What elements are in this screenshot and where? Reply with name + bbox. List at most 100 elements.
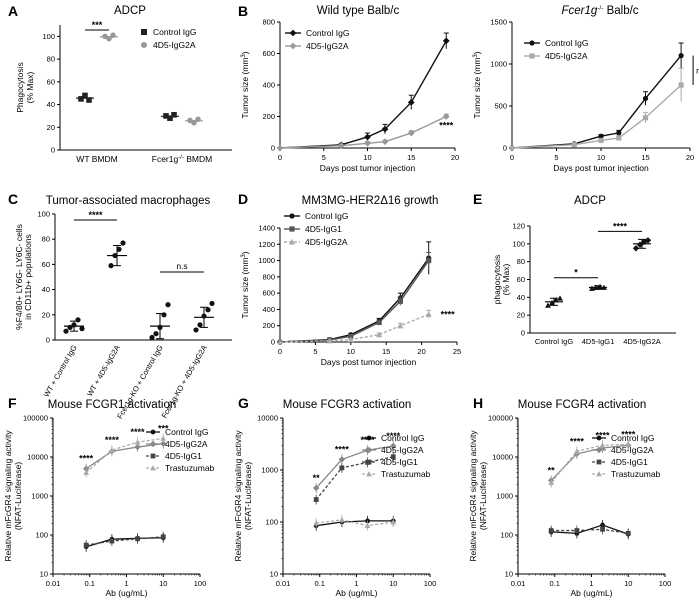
- panel-label-e: E: [473, 191, 482, 207]
- data-point: [63, 328, 69, 334]
- legend-marker: [366, 435, 372, 441]
- y-tick-label: 0: [503, 144, 507, 153]
- data-point: [549, 299, 555, 306]
- legend-marker: [366, 459, 372, 465]
- chart-B1: 0 200 400 600 800 0 5 10 15 20 Days post tumor inj…: [240, 18, 459, 174]
- y-tick-label: 40: [47, 100, 55, 109]
- data-point: [364, 522, 371, 529]
- data-point: [553, 297, 559, 303]
- data-point: [574, 528, 580, 533]
- data-point: [407, 129, 415, 137]
- data-point-origin: [277, 145, 283, 151]
- paren: ): [240, 51, 250, 54]
- panel-label-f: F: [8, 395, 17, 411]
- data-point: [201, 313, 207, 319]
- y-tick-label: 800: [262, 18, 275, 27]
- x-tick-label: 25: [453, 347, 461, 356]
- series-line-4D5-IgG1: [86, 536, 164, 546]
- significance-label: n.s: [696, 65, 699, 75]
- x-category-label: Control IgG: [535, 337, 574, 346]
- y-tick-label: 800: [262, 272, 275, 281]
- series-line-4D5-IgG2A: [511, 84, 682, 149]
- x-tick-label: 5: [322, 153, 326, 162]
- significance-label: ****: [335, 444, 350, 454]
- panel-label-d: D: [238, 191, 248, 207]
- data-point: [71, 322, 77, 328]
- data-point: [642, 95, 649, 102]
- y-tick-label: 10: [270, 570, 278, 579]
- significance-label: n.s: [176, 261, 187, 271]
- x-tick-label: 0.1: [85, 579, 95, 588]
- y-tick-label: 0: [51, 146, 55, 155]
- panel-b2-title: Fcer1g-/- Balb/c: [561, 5, 638, 17]
- y-tick-label: 600: [262, 49, 275, 58]
- x-tick-label: 0.1: [550, 579, 560, 588]
- x-tick-label: 10: [389, 579, 397, 588]
- data-point: [597, 283, 603, 290]
- y-tick-label: 600: [262, 289, 275, 298]
- chart-G: 10 100 1000 10000 0.01 0.1 1 10 100 Ab (ug/mL) Rel…: [233, 414, 436, 599]
- x-category-label: 4D5-IgG2A: [623, 337, 661, 346]
- data-point: [116, 246, 122, 252]
- legend-entry: Control IgG: [165, 427, 208, 437]
- data-point: [79, 326, 85, 332]
- series-line-Control IgG: [551, 524, 629, 535]
- y-tick-label: 0: [46, 336, 50, 345]
- panel-c-title: Tumor-associated macrophages: [46, 195, 211, 207]
- y-tick-label: 40: [517, 293, 525, 302]
- data-point: [160, 435, 167, 441]
- y-tick-label: 0: [271, 338, 275, 347]
- y-tick-label: 1000: [31, 492, 48, 501]
- y-axis-label: Relative mFcGR4 signaling activity: [3, 430, 13, 562]
- data-point: [134, 439, 141, 445]
- chart-B2: 0 500 1000 1500 0 5 10 15 20 Days post tumor inje…: [472, 18, 699, 174]
- legend-marker: [288, 238, 296, 245]
- y-tick-label: 100: [500, 531, 513, 540]
- data-point: [313, 497, 319, 502]
- data-point: [149, 334, 155, 341]
- series-line-4D5-IgG1: [315, 456, 394, 500]
- legend-entry: 4D5-IgG2A: [305, 237, 348, 247]
- legend-entry: Control IgG: [153, 27, 196, 37]
- significance-label: ****: [441, 309, 456, 319]
- legend-marker: [289, 213, 295, 219]
- data-point: [601, 284, 607, 290]
- legend-marker: [289, 42, 297, 50]
- data-point: [112, 252, 118, 259]
- chart-D: 0 200 400 600 800 1000 1200 1400 0 5 10 15 20 25 Days …: [240, 211, 461, 367]
- data-point: [135, 536, 140, 542]
- x-tick-label: 100: [194, 579, 207, 588]
- significance-label: ****: [439, 121, 454, 131]
- data-point: [110, 32, 116, 39]
- chart-E: 0 20 40 60 80 100 120 phagocytosis (% Max) Contro…: [492, 221, 676, 346]
- x-axis-label: Ab (ug/mL): [335, 588, 377, 598]
- data-point: [548, 479, 555, 486]
- data-point: [381, 125, 389, 133]
- legend-marker: [141, 42, 147, 48]
- superscript: 3: [473, 54, 479, 58]
- data-point: [120, 240, 126, 246]
- data-point: [600, 526, 605, 532]
- series-line-4D5-IgG2A: [279, 313, 429, 343]
- data-point: [106, 35, 112, 42]
- significance-label: ****: [613, 221, 628, 231]
- data-point: [390, 519, 397, 525]
- data-point: [397, 322, 404, 329]
- series-line-Control IgG: [86, 537, 164, 548]
- y-tick-label: 1500: [490, 18, 507, 27]
- y-tick-label: 20: [42, 310, 50, 319]
- data-point: [376, 319, 382, 326]
- data-point: [678, 53, 684, 59]
- legend-entry: 4D5-IgG1: [611, 457, 648, 467]
- data-point: [557, 295, 563, 301]
- x-tick-label: 5: [313, 347, 317, 356]
- series-line-Trastuzumab: [550, 443, 629, 484]
- y-tick-label: 200: [262, 321, 275, 330]
- legend-entry: 4D5-IgG1: [381, 457, 418, 467]
- chart-C: 0 20 40 60 80 100 %F4/80+ LY6G- LY6C- cells in …: [14, 210, 232, 420]
- legend-marker: [529, 53, 535, 59]
- data-point-origin: [277, 339, 283, 345]
- data-point: [153, 331, 159, 337]
- chart-A: 0 20 40 60 80 100 Phagocytosis (% Max) WT BMDM Fc…: [15, 20, 232, 164]
- y-axis-label: Tumor size (mm3): [240, 51, 250, 118]
